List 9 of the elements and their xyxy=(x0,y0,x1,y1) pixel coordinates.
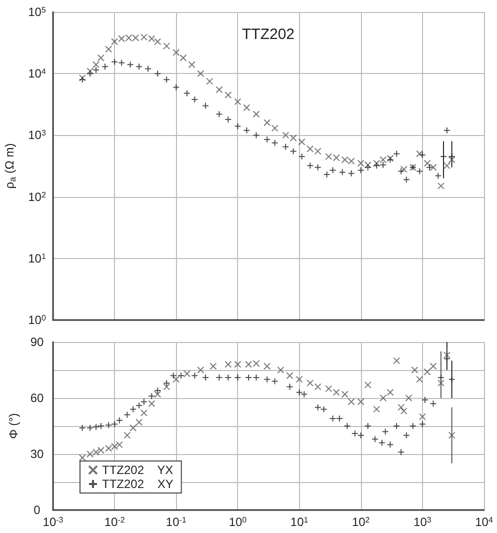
y-tick-label: 60 xyxy=(30,391,44,405)
y-axis-title: Φ (°) xyxy=(6,413,20,439)
legend-label: TTZ202 XY xyxy=(102,477,174,491)
legend-label: TTZ202 YX xyxy=(102,463,174,477)
text: TTZ202 xyxy=(242,26,295,43)
y-axis-title: ρa (Ω m) xyxy=(2,143,18,189)
y-tick-label: 30 xyxy=(30,447,44,461)
y-tick-label: 0 xyxy=(34,503,41,517)
y-tick-label: 90 xyxy=(30,335,44,349)
